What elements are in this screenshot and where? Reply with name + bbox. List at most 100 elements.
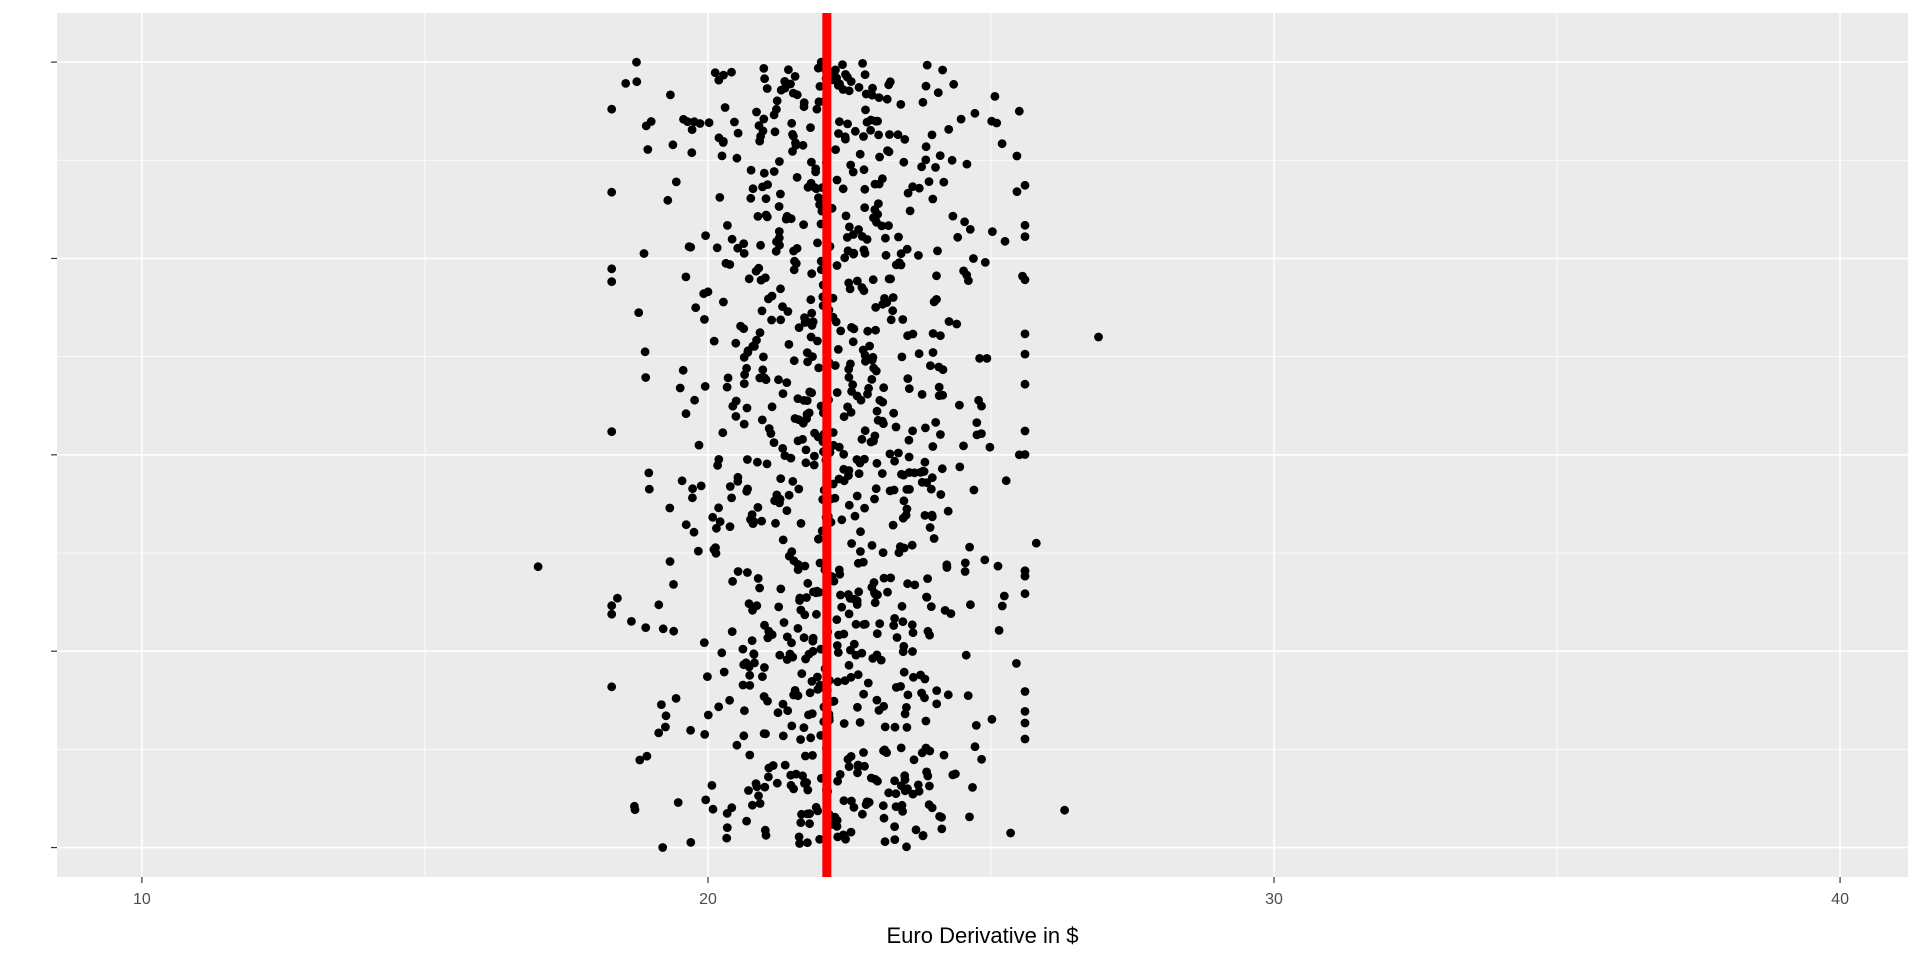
- data-point: [860, 426, 870, 436]
- data-point: [831, 145, 840, 155]
- data-point: [747, 636, 757, 645]
- data-point: [810, 451, 819, 461]
- data-point: [759, 729, 769, 738]
- data-point: [798, 140, 808, 150]
- data-point: [753, 457, 762, 467]
- data-point: [888, 293, 898, 302]
- data-point: [833, 776, 842, 786]
- data-point: [701, 795, 711, 805]
- data-point: [1020, 349, 1030, 359]
- data-point: [885, 130, 894, 139]
- data-point: [793, 560, 803, 569]
- data-point: [882, 748, 891, 757]
- data-point: [960, 217, 969, 227]
- data-point: [722, 823, 732, 832]
- major-gridlines: [57, 13, 1908, 877]
- data-point: [870, 775, 880, 784]
- data-point: [669, 626, 679, 636]
- data-point: [997, 139, 1007, 149]
- data-point: [813, 238, 822, 248]
- data-point: [803, 785, 813, 795]
- data-point: [782, 211, 792, 221]
- data-point: [879, 813, 889, 823]
- data-point: [733, 567, 743, 576]
- data-point: [782, 632, 792, 642]
- data-point: [891, 422, 901, 432]
- data-point: [757, 415, 767, 425]
- data-point: [753, 574, 763, 583]
- data-point: [643, 145, 653, 154]
- data-point: [879, 573, 889, 583]
- data-point: [803, 357, 812, 367]
- data-point: [987, 714, 997, 724]
- data-point: [739, 324, 749, 334]
- data-point: [607, 609, 617, 619]
- data-point: [965, 812, 974, 822]
- data-point: [700, 315, 709, 324]
- data-point: [927, 130, 937, 140]
- plot-panel: [57, 13, 1908, 877]
- data-point: [644, 468, 654, 478]
- data-point: [889, 408, 899, 418]
- data-point: [696, 481, 706, 491]
- data-point: [742, 486, 752, 496]
- data-point: [689, 527, 699, 537]
- data-point: [782, 506, 792, 515]
- data-point: [793, 394, 803, 403]
- data-point: [1018, 271, 1027, 281]
- data-point: [753, 212, 763, 221]
- data-point: [767, 291, 777, 301]
- data-point: [744, 599, 754, 609]
- data-point: [859, 748, 868, 757]
- data-point: [758, 126, 768, 136]
- data-point: [862, 797, 872, 807]
- data-point: [884, 274, 894, 284]
- data-point: [859, 132, 868, 141]
- data-point: [924, 177, 934, 187]
- data-point: [846, 359, 855, 369]
- data-point: [1012, 187, 1022, 197]
- data-point: [874, 706, 884, 715]
- data-point: [621, 79, 631, 88]
- data-point: [913, 780, 923, 790]
- data-point: [764, 424, 774, 433]
- data-point: [835, 117, 844, 127]
- data-point: [898, 315, 908, 324]
- data-point: [884, 221, 893, 231]
- data-point: [874, 130, 883, 140]
- data-point: [994, 626, 1004, 635]
- data-point: [641, 373, 651, 382]
- data-point: [896, 743, 906, 753]
- data-point: [878, 174, 887, 184]
- data-point: [893, 130, 903, 140]
- data-point: [814, 363, 824, 373]
- data-point: [903, 188, 913, 198]
- data-point: [867, 375, 877, 384]
- data-point: [753, 503, 763, 512]
- data-point: [789, 356, 799, 366]
- x-axis-title: Euro Derivative in $: [887, 923, 1079, 948]
- data-point: [852, 276, 862, 286]
- data-point: [748, 184, 758, 194]
- data-point: [681, 409, 691, 419]
- data-point: [860, 203, 870, 213]
- data-point: [832, 822, 842, 831]
- data-point: [811, 588, 821, 598]
- data-point: [969, 254, 978, 263]
- data-point: [884, 788, 894, 798]
- data-point: [847, 539, 856, 548]
- data-point: [839, 412, 849, 422]
- data-point: [873, 590, 882, 600]
- data-point: [834, 630, 844, 640]
- data-point: [928, 348, 938, 357]
- data-point: [868, 352, 878, 362]
- data-point: [686, 725, 695, 735]
- data-point: [607, 277, 617, 286]
- data-point: [900, 135, 910, 144]
- data-point: [937, 464, 947, 474]
- data-point: [899, 470, 908, 480]
- data-point: [871, 116, 881, 126]
- data-point: [1020, 329, 1030, 339]
- data-point: [790, 414, 800, 423]
- data-point: [896, 100, 906, 109]
